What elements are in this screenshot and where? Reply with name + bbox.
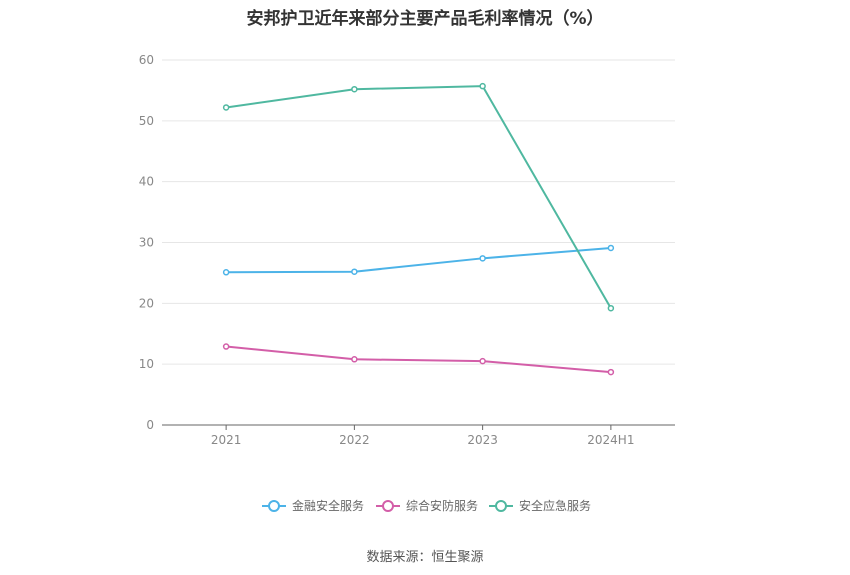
x-tick-label: 2022 xyxy=(339,433,370,447)
data-point xyxy=(607,304,615,312)
y-tick-label: 20 xyxy=(139,296,154,310)
y-tick-label: 0 xyxy=(146,418,154,432)
data-point xyxy=(351,356,358,363)
legend-marker xyxy=(495,500,507,512)
legend-label: 综合安防服务 xyxy=(406,498,478,513)
legend-item-0[interactable]: 金融安全服务 xyxy=(262,498,364,513)
y-tick-label: 30 xyxy=(139,236,154,250)
legend-label: 金融安全服务 xyxy=(292,498,364,513)
chart-title: 安邦护卫近年来部分主要产品毛利率情况（%） xyxy=(246,9,604,29)
data-point xyxy=(607,244,615,252)
data-point xyxy=(351,268,358,275)
legend-marker xyxy=(268,500,280,512)
y-tick-label: 50 xyxy=(139,114,154,128)
data-point xyxy=(607,368,615,376)
data-point xyxy=(479,82,486,90)
legend-marker xyxy=(382,500,394,512)
x-tick-label: 2021 xyxy=(211,433,242,447)
data-point xyxy=(479,255,486,262)
series-line-0 xyxy=(226,246,611,274)
data-point xyxy=(222,104,230,111)
data-point xyxy=(351,85,358,93)
y-tick-label: 10 xyxy=(139,357,154,371)
legend-label: 安全应急服务 xyxy=(519,498,591,513)
series-line-2 xyxy=(225,85,612,309)
y-tick-label: 60 xyxy=(139,53,154,67)
data-point xyxy=(479,357,486,365)
x-tick-label: 2023 xyxy=(467,433,498,447)
y-tick-label: 40 xyxy=(139,175,154,189)
data-source: 数据来源：恒生聚源 xyxy=(366,550,484,565)
data-point xyxy=(222,343,230,350)
legend-item-1[interactable]: 综合安防服务 xyxy=(376,498,478,513)
series-line-1 xyxy=(226,345,611,374)
data-point xyxy=(222,269,230,276)
x-tick-label: 2024H1 xyxy=(587,433,634,447)
legend-item-2[interactable]: 安全应急服务 xyxy=(489,498,591,513)
